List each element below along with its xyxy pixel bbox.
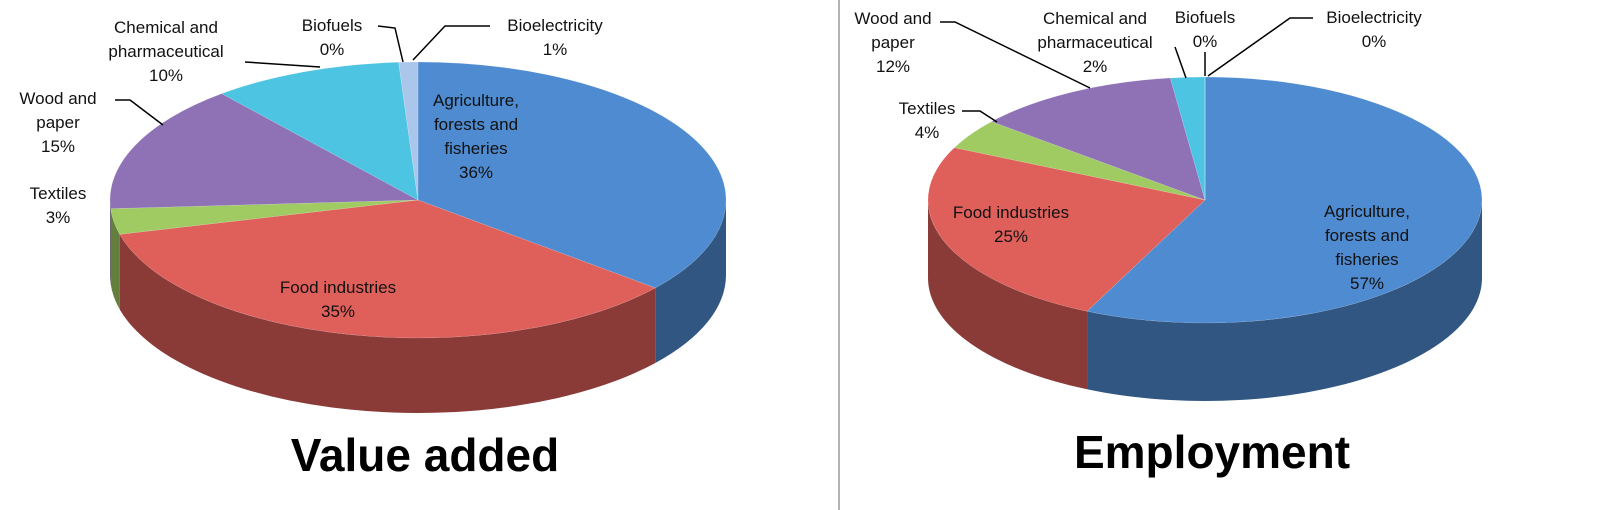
value-label: 36% <box>458 163 494 182</box>
leader-line <box>377 25 404 63</box>
category-label: Biofuels <box>301 16 363 35</box>
slice-label: Biofuels 0% <box>287 14 377 62</box>
category-label: Bioelectricity <box>507 16 603 35</box>
value-label: 35% <box>320 302 356 321</box>
slice-label: Bioelectricity 1% <box>485 14 625 62</box>
slice-label: Food industries 35% <box>238 276 438 324</box>
slice-label: Textiles 4% <box>882 97 972 145</box>
value-label: 4% <box>914 123 940 142</box>
category-label: Chemical and pharmaceutical <box>108 18 224 61</box>
category-label: Wood and paper <box>19 89 97 132</box>
category-label: Biofuels <box>1174 8 1236 27</box>
category-label: Chemical and pharmaceutical <box>1037 9 1153 52</box>
slice <box>417 61 727 289</box>
category-label: Agriculture, forests and fisheries <box>433 91 519 158</box>
category-label: Bioelectricity <box>1326 8 1422 27</box>
value-label: 25% <box>993 227 1029 246</box>
slice <box>927 147 1206 312</box>
chart-title: Value added <box>290 429 560 481</box>
value-label: 57% <box>1349 274 1385 293</box>
slice-side <box>928 200 1088 390</box>
slice <box>990 77 1206 201</box>
slice-label: Bioelectricity 0% <box>1304 6 1444 54</box>
slice <box>221 62 419 201</box>
slice-side <box>110 200 111 284</box>
value-label: 3% <box>45 208 71 227</box>
slice-label: Chemical and pharmaceutical 10% <box>86 16 246 88</box>
leader-line <box>1174 46 1187 79</box>
category-label: Agriculture, forests and fisheries <box>1324 202 1410 269</box>
value-label: 10% <box>148 66 184 85</box>
slice-label: Wood and paper 15% <box>8 87 108 159</box>
slice-label: Biofuels 0% <box>1160 6 1250 54</box>
slice-label: Chemical and pharmaceutical 2% <box>1015 7 1175 79</box>
slice-side <box>119 234 656 413</box>
category-label: Textiles <box>898 99 956 118</box>
category-label: Textiles <box>29 184 87 203</box>
category-label: Food industries <box>952 203 1070 222</box>
slice-side <box>110 208 120 310</box>
value-label: 0% <box>1192 32 1218 51</box>
slice <box>1086 76 1483 324</box>
leader-line <box>412 25 490 61</box>
slice-label: Food industries 25% <box>911 201 1111 249</box>
slice-side <box>655 200 726 363</box>
slice <box>110 199 419 235</box>
value-label: 12% <box>875 57 911 76</box>
slice-label: Textiles 3% <box>13 182 103 230</box>
value-label: 0% <box>319 40 345 59</box>
value-label: 1% <box>542 40 568 59</box>
value-label: 15% <box>40 137 76 156</box>
category-label: Food industries <box>279 278 397 297</box>
slice <box>398 61 419 201</box>
leader-line <box>962 110 998 123</box>
value-label: 2% <box>1082 57 1108 76</box>
category-label: Wood and paper <box>854 9 932 52</box>
leader-line <box>115 99 164 126</box>
slice-label: Agriculture, forests and fisheries 57% <box>1307 200 1427 296</box>
leader-line <box>244 61 321 68</box>
slice-side <box>1087 200 1482 401</box>
slice <box>1169 76 1206 201</box>
slice <box>109 93 419 209</box>
leader-line <box>940 21 1091 89</box>
value-label: 0% <box>1361 32 1387 51</box>
chart-title: Employment <box>1073 426 1351 478</box>
slice-label: Agriculture, forests and fisheries 36% <box>416 89 536 185</box>
slice-label: Wood and paper 12% <box>843 7 943 79</box>
slice <box>119 199 656 339</box>
leader-line <box>1207 17 1313 77</box>
slice <box>953 121 1206 201</box>
